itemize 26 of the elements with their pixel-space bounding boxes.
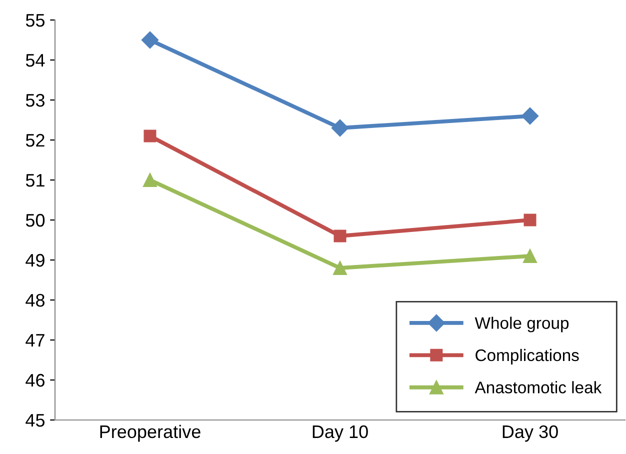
legend-label: Anastomotic leak [474,381,602,394]
y-tick-label: 54 [26,54,45,67]
point [523,249,537,263]
legend-label: Complications [476,348,579,364]
x-tick-label: Day 30 [502,425,558,442]
point [524,214,536,226]
y-tick-label: 48 [26,294,44,307]
point [334,230,346,242]
x-tick-label: Preoperative [100,424,200,442]
point [331,119,349,137]
y-tick-label: 51 [26,174,44,187]
y-tick-label: 55 [26,14,45,27]
y-tick-label: 50 [26,214,45,227]
y-tick-label: 46 [26,374,44,387]
point [141,31,159,49]
point [521,107,539,125]
point [333,261,347,275]
x-tick-label: Day 10 [312,425,368,442]
point [144,130,156,142]
y-tick-label: 47 [26,334,44,347]
legend-label: Whole group [474,316,569,332]
y-tick-label: 53 [26,94,44,107]
y-tick-label: 52 [26,134,44,147]
y-tick-label: 45 [26,414,45,427]
y-tick-label: 49 [26,254,44,267]
point [143,173,157,187]
